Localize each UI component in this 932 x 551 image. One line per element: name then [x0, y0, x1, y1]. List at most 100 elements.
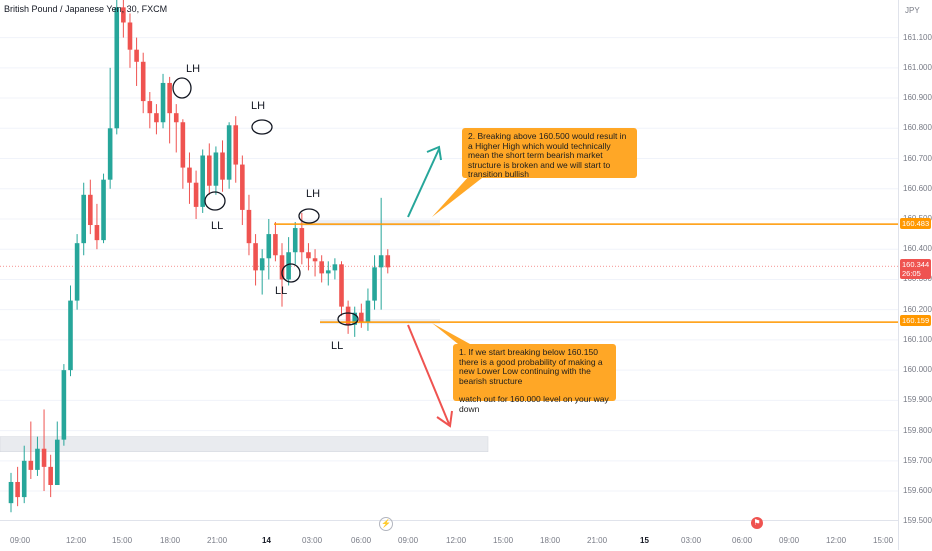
time-tick-label: 15: [640, 536, 649, 545]
candle-body: [292, 228, 298, 253]
time-tick-label: 03:00: [302, 536, 323, 545]
candlestick-plot[interactable]: LH LH LH LL LL LL: [0, 0, 898, 522]
time-tick-label: 21:00: [207, 536, 228, 545]
candle-body: [246, 209, 252, 244]
candle-body: [266, 234, 272, 259]
candle-body: [180, 122, 186, 168]
candle-body: [207, 155, 212, 186]
time-tick-label: 18:00: [160, 536, 181, 545]
candle-body: [226, 125, 232, 180]
bearish-callout-pointer: [432, 323, 470, 344]
candle-body: [8, 481, 14, 504]
candle-body: [345, 306, 351, 325]
symbol-title[interactable]: British Pound / Japanese Yen, 30, FXCM: [4, 4, 168, 14]
candle-body: [385, 255, 391, 268]
bullish-scenario-callout[interactable]: 2. Breaking above 160.500 would result i…: [462, 128, 637, 179]
candle-body: [160, 82, 166, 123]
bearish-arrow-shaft: [407, 324, 450, 425]
price-tick-label: 159.700: [903, 455, 932, 465]
time-tick-label: 09:00: [779, 536, 800, 545]
candle-body: [213, 152, 219, 186]
time-tick-label: 21:00: [587, 536, 608, 545]
bar-countdown: 26:05: [902, 269, 921, 278]
candle-body: [372, 267, 377, 301]
bullish-callout-pointer: [432, 175, 482, 217]
candle-body: [187, 167, 192, 183]
candle-body: [41, 448, 47, 467]
price-tick-label: 161.000: [903, 62, 932, 72]
time-tick-label: 09:00: [398, 536, 419, 545]
candle-body: [273, 234, 278, 256]
candle-body: [101, 179, 106, 241]
candle-body: [200, 155, 205, 207]
candle-body: [173, 113, 179, 123]
candle-body: [259, 258, 265, 271]
swing-point-circle: [281, 263, 301, 283]
candle-body: [378, 255, 384, 268]
price-tick-label: 160.100: [903, 334, 932, 344]
candle-body: [48, 466, 53, 486]
candle-body: [319, 261, 324, 274]
candle-body: [15, 481, 20, 498]
candle-body: [193, 182, 199, 207]
bearish-scenario-callout[interactable]: 1. If we start breaking below 160.150 th…: [453, 344, 616, 413]
candle-body: [220, 152, 225, 180]
time-tick-label: 14: [262, 536, 271, 545]
candle-body: [312, 258, 318, 262]
candle-body: [121, 7, 126, 23]
candle-body: [147, 101, 153, 114]
time-tick-label: 12:00: [446, 536, 467, 545]
candle-body: [54, 439, 60, 486]
candle-body: [332, 264, 338, 271]
candle-body: [167, 82, 172, 114]
price-tick-label: 159.800: [903, 425, 932, 435]
bearish-arrow-head: [436, 410, 453, 428]
resistance-level-tag: 160.483: [900, 218, 931, 229]
price-tick-label: 159.500: [903, 516, 932, 526]
candle-body: [21, 460, 27, 498]
price-tick-label: 161.100: [903, 32, 932, 42]
candle-body: [35, 448, 40, 470]
swing-point-circle: [204, 191, 226, 211]
candle-body: [81, 194, 87, 244]
time-tick-label: 06:00: [732, 536, 753, 545]
candle-body: [74, 243, 80, 301]
candle-body: [253, 243, 258, 271]
price-tick-label: 160.600: [903, 183, 932, 193]
price-tick-label: 160.400: [903, 244, 932, 254]
candle-body: [339, 264, 344, 307]
chart-area[interactable]: LH LH LH LL LL LL British Pound / Japanese Ye…: [0, 0, 898, 522]
time-tick-label: 15:00: [493, 536, 514, 545]
time-tick-label: 18:00: [540, 536, 561, 545]
candle-body: [359, 312, 364, 322]
candle-body: [88, 194, 93, 226]
candle-body: [365, 300, 371, 322]
bullish-arrow-shaft: [407, 148, 440, 218]
candle-body: [127, 22, 133, 50]
candle-body: [94, 225, 100, 241]
calendar-flag-icon[interactable]: ⚑: [751, 517, 763, 529]
price-tick-label: 159.600: [903, 486, 932, 496]
candle-body: [61, 370, 67, 440]
price-tick-label: 160.000: [903, 365, 932, 375]
price-axis[interactable]: JPY 161.100 161.000 160.900 160.800 160.700 1…: [898, 0, 932, 550]
support-zone-box: [0, 436, 489, 453]
swing-label: LL: [211, 220, 223, 232]
bearish-callout-note: watch out for 160.000 level on your way …: [459, 394, 609, 414]
time-tick-label: 12:00: [826, 536, 847, 545]
candle-body: [299, 228, 305, 253]
candle-body: [325, 270, 331, 274]
swing-point-circle: [337, 312, 359, 326]
time-axis[interactable]: 09:00 12:00 15:00 18:00 21:00 14 03:00 06:00 09:…: [0, 517, 898, 551]
swing-point-circle: [251, 119, 273, 135]
time-tick-label: 06:00: [351, 536, 372, 545]
time-tick-label: 03:00: [681, 536, 702, 545]
candle-body: [134, 49, 139, 62]
time-tick-label: 12:00: [66, 536, 87, 545]
swing-point-circle: [298, 208, 320, 224]
price-tick-label: 160.700: [903, 153, 932, 163]
lightning-icon[interactable]: ⚡: [379, 517, 393, 531]
last-price-value: 160.344: [902, 260, 930, 269]
last-price-tag: 160.344 26:05: [900, 259, 931, 279]
time-tick-label: 15:00: [112, 536, 133, 545]
